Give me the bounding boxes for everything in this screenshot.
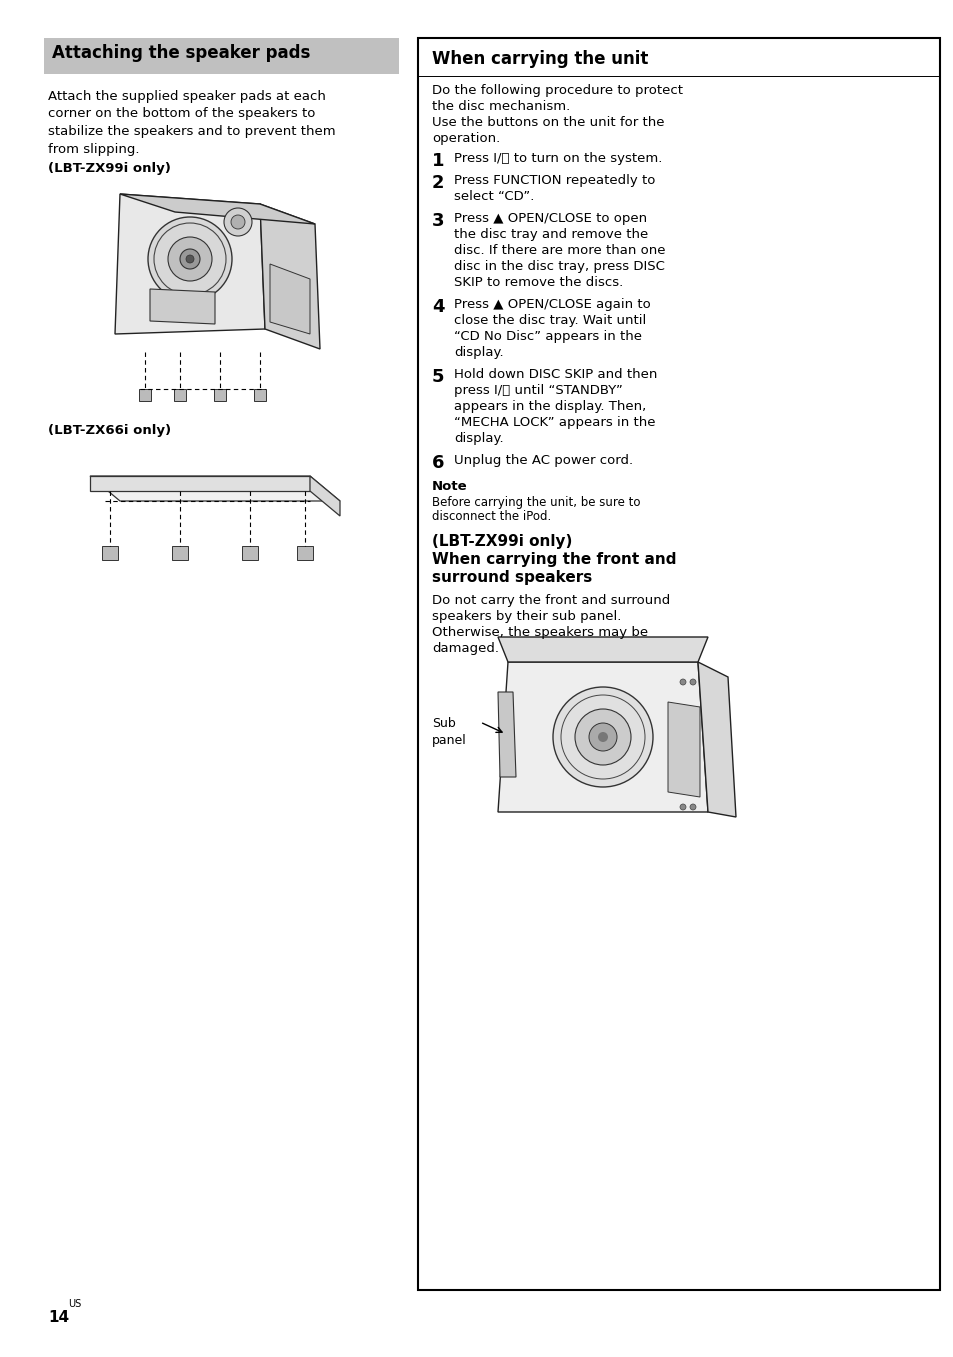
Text: Hold down DISC SKIP and then: Hold down DISC SKIP and then (454, 368, 657, 381)
Circle shape (689, 678, 696, 685)
Text: 6: 6 (432, 455, 444, 472)
Circle shape (598, 731, 607, 742)
Text: SKIP to remove the discs.: SKIP to remove the discs. (454, 275, 622, 289)
Circle shape (679, 678, 685, 685)
Text: (LBT-ZX66i only): (LBT-ZX66i only) (48, 423, 171, 437)
Text: When carrying the unit: When carrying the unit (432, 50, 648, 68)
Text: Press Ⅰ/⏻ to turn on the system.: Press Ⅰ/⏻ to turn on the system. (454, 152, 661, 166)
Text: close the disc tray. Wait until: close the disc tray. Wait until (454, 313, 645, 327)
Bar (242, 546, 257, 560)
Circle shape (168, 237, 212, 281)
Bar (213, 389, 226, 402)
Text: speakers by their sub panel.: speakers by their sub panel. (432, 611, 620, 623)
Polygon shape (667, 702, 700, 797)
Text: Sub
panel: Sub panel (432, 716, 466, 746)
Text: 5: 5 (432, 368, 444, 385)
Text: disc in the disc tray, press DISC: disc in the disc tray, press DISC (454, 261, 664, 273)
Circle shape (575, 708, 630, 765)
Bar (296, 546, 313, 560)
Polygon shape (120, 194, 314, 224)
Text: Do the following procedure to protect: Do the following procedure to protect (432, 84, 682, 96)
Text: the disc mechanism.: the disc mechanism. (432, 100, 570, 113)
Text: Press ▲ OPEN/CLOSE to open: Press ▲ OPEN/CLOSE to open (454, 212, 646, 225)
Bar (253, 389, 266, 402)
Text: the disc tray and remove the: the disc tray and remove the (454, 228, 648, 242)
Polygon shape (115, 194, 265, 334)
Polygon shape (150, 289, 214, 324)
Text: 14: 14 (48, 1310, 69, 1324)
Text: 1: 1 (432, 152, 444, 170)
Text: display.: display. (454, 432, 503, 445)
Text: Press FUNCTION repeatedly to: Press FUNCTION repeatedly to (454, 174, 655, 187)
Text: surround speakers: surround speakers (432, 570, 592, 585)
Text: Use the buttons on the unit for the: Use the buttons on the unit for the (432, 115, 664, 129)
Circle shape (180, 248, 200, 269)
Text: appears in the display. Then,: appears in the display. Then, (454, 400, 645, 413)
Text: display.: display. (454, 346, 503, 360)
Bar (44, 38, 398, 75)
Text: US: US (68, 1299, 81, 1310)
Circle shape (148, 217, 232, 301)
Text: “CD No Disc” appears in the: “CD No Disc” appears in the (454, 330, 641, 343)
Polygon shape (497, 636, 707, 662)
Circle shape (588, 723, 617, 750)
Text: Attaching the speaker pads: Attaching the speaker pads (52, 43, 310, 62)
Text: 2: 2 (432, 174, 444, 191)
Circle shape (689, 803, 696, 810)
Polygon shape (270, 265, 310, 334)
Text: press Ⅰ/⏻ until “STANDBY”: press Ⅰ/⏻ until “STANDBY” (454, 384, 622, 398)
Text: “MECHA LOCK” appears in the: “MECHA LOCK” appears in the (454, 417, 655, 429)
Polygon shape (497, 692, 516, 778)
Text: When carrying the front and: When carrying the front and (432, 552, 676, 567)
Text: Otherwise, the speakers may be: Otherwise, the speakers may be (432, 626, 647, 639)
Text: Before carrying the unit, be sure to: Before carrying the unit, be sure to (432, 497, 639, 509)
Bar (417, 38, 939, 1291)
Polygon shape (260, 204, 319, 349)
Text: 4: 4 (432, 299, 444, 316)
Text: damaged.: damaged. (432, 642, 498, 655)
Text: Note: Note (432, 480, 467, 493)
Text: disc. If there are more than one: disc. If there are more than one (454, 244, 665, 256)
Bar (172, 546, 188, 560)
Text: select “CD”.: select “CD”. (454, 190, 534, 204)
Text: Unplug the AC power cord.: Unplug the AC power cord. (454, 455, 633, 467)
Circle shape (679, 803, 685, 810)
Polygon shape (497, 662, 707, 811)
Text: Do not carry the front and surround: Do not carry the front and surround (432, 594, 670, 607)
Polygon shape (310, 476, 339, 516)
Bar (139, 389, 151, 402)
Circle shape (224, 208, 252, 236)
Circle shape (186, 255, 193, 263)
Text: (LBT-ZX99i only): (LBT-ZX99i only) (48, 161, 171, 175)
Circle shape (553, 687, 652, 787)
Polygon shape (90, 476, 339, 501)
Text: Press ▲ OPEN/CLOSE again to: Press ▲ OPEN/CLOSE again to (454, 299, 650, 311)
Circle shape (231, 214, 245, 229)
Text: disconnect the iPod.: disconnect the iPod. (432, 510, 551, 522)
Text: (LBT-ZX99i only): (LBT-ZX99i only) (432, 535, 572, 550)
Text: 3: 3 (432, 212, 444, 229)
Polygon shape (698, 662, 735, 817)
Text: operation.: operation. (432, 132, 499, 145)
Text: Attach the supplied speaker pads at each
corner on the bottom of the speakers to: Attach the supplied speaker pads at each… (48, 90, 335, 156)
Bar (102, 546, 118, 560)
Polygon shape (90, 476, 310, 491)
Bar (173, 389, 186, 402)
